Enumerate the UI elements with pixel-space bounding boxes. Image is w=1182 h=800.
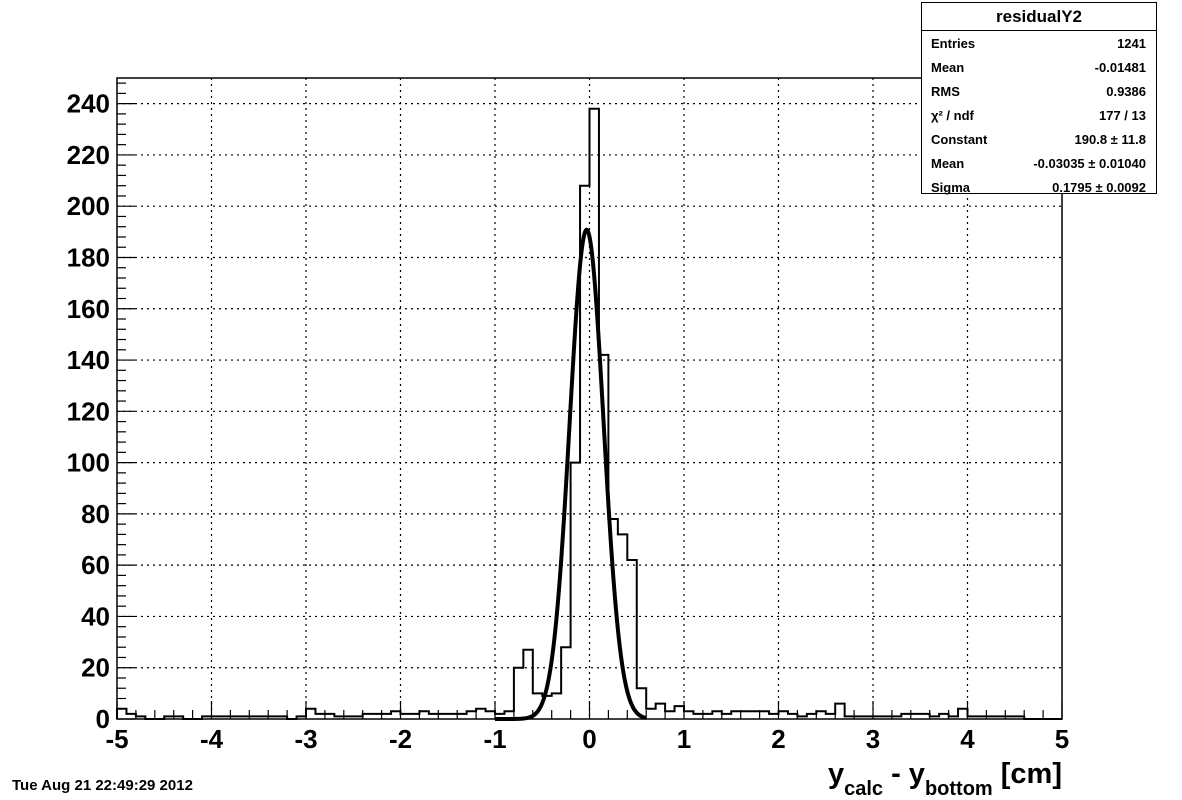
x-tick-label-5: 0 bbox=[582, 724, 596, 754]
x-tick-label-1: -4 bbox=[200, 724, 224, 754]
stats-row-value: 1241 bbox=[1117, 35, 1146, 51]
stats-row-value: 177 / 13 bbox=[1099, 107, 1146, 123]
stats-row: RMS 0.9386 bbox=[922, 79, 1156, 103]
stats-row: Mean -0.01481 bbox=[922, 55, 1156, 79]
stats-row-value: 0.1795 ± 0.0092 bbox=[1052, 179, 1146, 195]
stats-row-label: Constant bbox=[931, 131, 988, 147]
stats-row: Sigma 0.1795 ± 0.0092 bbox=[922, 175, 1156, 199]
x-axis-title-unit: [cm] bbox=[993, 758, 1062, 790]
stats-row: Mean -0.03035 ± 0.01040 bbox=[922, 151, 1156, 175]
x-tick-label-8: 3 bbox=[866, 724, 880, 754]
y-tick-labels: 0 20 40 60 80 100 120 140 160 180 200 220 240 bbox=[67, 89, 110, 734]
stats-row-label: Sigma bbox=[931, 179, 971, 195]
y-tick-label-2: 40 bbox=[81, 601, 110, 631]
stats-row-value: -0.03035 ± 0.01040 bbox=[1033, 155, 1146, 171]
y-tick-label-9: 180 bbox=[67, 242, 110, 272]
stats-box: residualY2 Entries 1241 Mean -0.01481 RMS 0.9… bbox=[921, 2, 1157, 195]
y-tick-label-7: 140 bbox=[67, 345, 110, 375]
x-tick-label-4: -1 bbox=[483, 724, 506, 754]
x-tick-label-6: 1 bbox=[677, 724, 691, 754]
histogram-outline bbox=[116, 107, 1062, 720]
stats-row-label: Entries bbox=[931, 35, 976, 51]
x-tick-label-3: -2 bbox=[389, 724, 412, 754]
x-axis-title-main: y bbox=[828, 758, 844, 790]
y-tick-label-8: 160 bbox=[67, 294, 110, 324]
stats-row-label: Mean bbox=[931, 59, 965, 75]
x-axis-title-sub2: bottom bbox=[925, 778, 993, 800]
stats-row: χ² / ndf 177 / 13 bbox=[922, 103, 1156, 127]
x-tick-label-7: 2 bbox=[771, 724, 785, 754]
y-tick-label-11: 220 bbox=[67, 140, 110, 170]
x-tick-label-10: 5 bbox=[1055, 724, 1069, 754]
stats-title: residualY2 bbox=[922, 3, 1156, 31]
stats-rows: Entries 1241 Mean -0.01481 RMS 0.9386 χ² / ndf… bbox=[922, 31, 1156, 199]
y-tick-label-5: 100 bbox=[67, 448, 110, 478]
x-axis-title-sub1: calc bbox=[844, 778, 883, 800]
stats-row: Constant 190.8 ± 11.8 bbox=[922, 127, 1156, 151]
stats-row-label: χ² / ndf bbox=[931, 107, 974, 123]
timestamp: Tue Aug 21 22:49:29 2012 bbox=[12, 777, 193, 794]
y-tick-label-6: 120 bbox=[67, 396, 110, 426]
y-tick-label-4: 80 bbox=[81, 499, 110, 529]
x-tick-label-2: -3 bbox=[294, 724, 317, 754]
grid-lines bbox=[117, 78, 1062, 719]
stats-row-label: Mean bbox=[931, 155, 965, 171]
plot-frame bbox=[116, 77, 1063, 720]
x-axis-title: ycalc - ybottom [cm] bbox=[828, 758, 1062, 800]
stats-row: Entries 1241 bbox=[922, 31, 1156, 55]
x-axis-title-mid: - y bbox=[883, 758, 925, 790]
y-tick-label-12: 240 bbox=[67, 89, 110, 119]
x-tick-label-0: -5 bbox=[105, 724, 128, 754]
stats-row-label: RMS bbox=[931, 83, 960, 99]
y-tick-label-0: 0 bbox=[96, 704, 110, 734]
y-tick-label-3: 60 bbox=[81, 550, 110, 580]
stats-row-value: 190.8 ± 11.8 bbox=[1074, 131, 1146, 147]
y-tick-label-10: 200 bbox=[67, 191, 110, 221]
stats-row-value: -0.01481 bbox=[1094, 59, 1146, 75]
x-tick-labels: -5 -4 -3 -2 -1 0 1 2 3 4 5 bbox=[105, 724, 1069, 754]
stats-row-value: 0.9386 bbox=[1106, 83, 1146, 99]
y-tick-label-1: 20 bbox=[81, 653, 110, 683]
x-tick-label-9: 4 bbox=[960, 724, 975, 754]
